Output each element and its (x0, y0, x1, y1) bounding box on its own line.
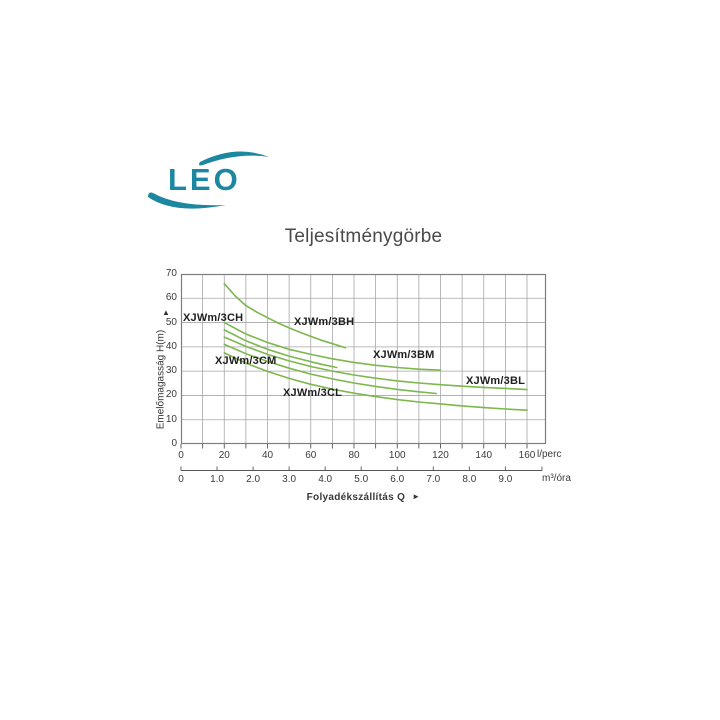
secondary-tick-label: 3.0 (282, 474, 297, 485)
x-axis-title: Folyadékszállítás Q ► (181, 492, 546, 503)
curve-label-XJWm-3BL: XJWm/3BL (466, 375, 526, 387)
performance-chart: XJWm/3CH XJWm/3BH XJWm/3CM XJWm/3BM XJWm/3CL… (180, 273, 547, 449)
logo-text: LEO (168, 162, 241, 197)
curve-label-XJWm-3BH: XJWm/3BH (294, 316, 355, 328)
x-axis-title-text: Folyadékszállítás Q (306, 492, 406, 503)
up-arrow-icon: ▲ (162, 308, 170, 317)
x-tick-label: 160 (518, 450, 536, 461)
x-tick-label: 40 (261, 450, 274, 461)
curve-XJWm-3CM (223, 329, 338, 369)
curve-XJWm-3BL (223, 352, 528, 411)
y-tick-label: 0 (171, 438, 177, 449)
y-tick-label: 30 (165, 365, 177, 377)
curve-label-XJWm-3BM: XJWm/3BM (373, 349, 435, 361)
y-axis-title: Emelőmagasság H(m) (155, 329, 167, 430)
right-arrow-icon: ► (412, 492, 421, 501)
x-tick-label: 80 (348, 450, 360, 461)
y-tick-label: 50 (165, 316, 177, 328)
x-tick-label: 0 (178, 450, 184, 461)
page-title: Teljesítménygörbe (284, 226, 443, 247)
curve-XJWm-3BM (223, 336, 528, 391)
leo-logo-svg: LEO (148, 151, 269, 209)
y-tick-label: 40 (165, 340, 177, 352)
secondary-axis-line (180, 466, 543, 471)
plot-grid (180, 273, 547, 449)
x-tick-label: 120 (432, 450, 449, 461)
curve-XJWm-3CH (223, 282, 347, 349)
leo-logo: LEO (146, 150, 276, 216)
plot-border (180, 273, 547, 445)
unit-label-m3ora: m³/óra (542, 473, 571, 484)
secondary-tick-label: 1.0 (210, 474, 224, 485)
secondary-tick-label: 9.0 (498, 474, 513, 485)
curve-label-XJWm-3CH: XJWm/3CH (183, 312, 244, 324)
x-tick-label: 20 (218, 450, 230, 461)
secondary-tick-label: 5.0 (354, 474, 369, 485)
y-tick-label: 60 (165, 292, 177, 304)
logo-swoosh-bottom-icon (148, 192, 226, 209)
x-tick-label: 100 (388, 450, 406, 461)
y-tick-label: 70 (165, 268, 177, 279)
secondary-tick-label: 8.0 (462, 474, 477, 485)
secondary-tick-label: 4.0 (318, 474, 333, 485)
curve-label-XJWm-3CM: XJWm/3CM (215, 355, 277, 367)
x-tick-label: 140 (475, 450, 493, 461)
x-tick-label: 60 (305, 450, 317, 461)
secondary-tick-label: 6.0 (390, 474, 405, 485)
curve-label-XJWm-3CL: XJWm/3CL (283, 387, 343, 399)
unit-label-lperc: l/perc (537, 449, 562, 460)
secondary-tick-label: 2.0 (246, 474, 261, 485)
y-tick-label: 10 (165, 413, 177, 425)
y-tick-label: 20 (165, 389, 177, 401)
curve-XJWm-3CL (223, 343, 437, 395)
secondary-tick-label: 7.0 (426, 474, 441, 485)
curve-XJWm-3BH (223, 321, 442, 371)
logo-swoosh-top-icon (199, 151, 269, 166)
secondary-tick-label: 0 (178, 474, 184, 485)
